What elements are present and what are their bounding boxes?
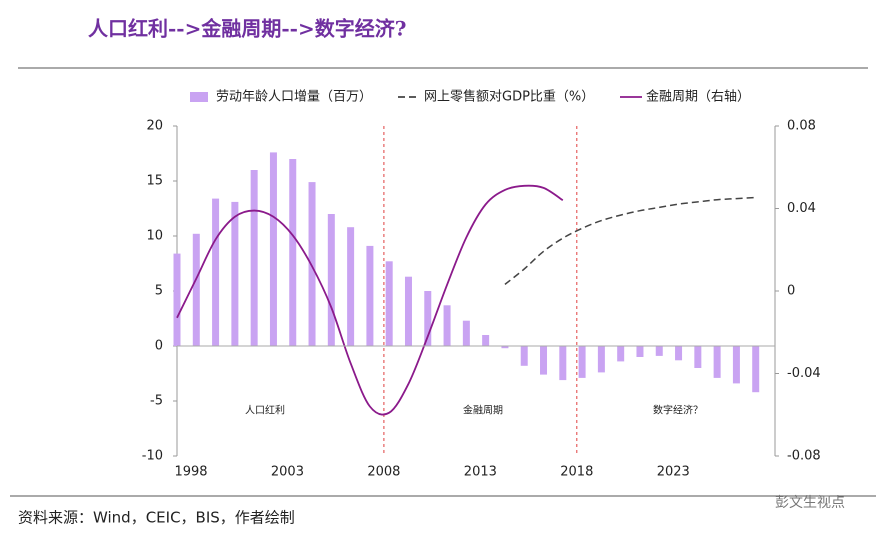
legend-label: 网上零售额对GDP比重（%） xyxy=(424,89,594,105)
bar xyxy=(192,233,200,346)
bar xyxy=(347,227,355,346)
y2-tick-label: 0 xyxy=(787,284,795,299)
bar xyxy=(617,346,625,362)
bar xyxy=(308,182,316,346)
bar xyxy=(462,320,470,346)
y-tick-label: 0 xyxy=(155,339,163,354)
legend-label: 金融周期（右轴） xyxy=(646,89,750,105)
bar xyxy=(404,276,412,346)
y2-tick-label: 0.08 xyxy=(787,119,816,134)
bar xyxy=(269,152,277,346)
bar xyxy=(636,346,644,357)
bar xyxy=(713,346,721,378)
legend-label: 劳动年龄人口增量（百万） xyxy=(216,89,372,105)
era-label: 人口红利 xyxy=(245,404,285,417)
legend-swatch xyxy=(190,92,208,102)
era-label: 金融周期 xyxy=(463,404,503,417)
bar xyxy=(752,346,760,393)
bar xyxy=(289,159,297,346)
bar xyxy=(655,346,663,356)
y-tick-label: -10 xyxy=(142,449,163,464)
bar xyxy=(250,170,258,346)
bar xyxy=(385,261,393,346)
x-tick-label: 1998 xyxy=(174,465,207,480)
y-tick-label: 20 xyxy=(146,119,163,134)
y-tick-label: 5 xyxy=(155,284,163,299)
y-tick-label: 10 xyxy=(146,229,163,244)
bar xyxy=(424,291,432,346)
x-tick-label: 2008 xyxy=(367,465,400,480)
source: 资料来源：Wind，CEIC，BIS，作者绘制 xyxy=(18,509,295,527)
y-tick-label: -5 xyxy=(150,394,163,409)
y2-tick-label: 0.04 xyxy=(787,201,816,216)
bar xyxy=(327,214,335,346)
x-tick-label: 2003 xyxy=(271,465,304,480)
bar xyxy=(559,346,567,381)
watermark: 彭文生视点 xyxy=(775,495,845,511)
bar xyxy=(597,346,605,373)
bar xyxy=(443,305,451,346)
bar xyxy=(578,346,586,378)
bar xyxy=(675,346,683,361)
bar xyxy=(212,198,220,346)
line xyxy=(504,196,756,285)
bar xyxy=(173,253,181,346)
era-label: 数字经济？ xyxy=(653,404,703,417)
bar xyxy=(732,346,740,384)
x-tick-label: 2013 xyxy=(464,465,497,480)
line xyxy=(176,184,564,416)
x-tick-label: 2018 xyxy=(560,465,593,480)
y2-tick-label: -0.04 xyxy=(787,366,821,381)
bar xyxy=(366,245,374,346)
bar xyxy=(520,346,528,366)
y2-tick-label: -0.08 xyxy=(787,449,821,464)
y-tick-label: 15 xyxy=(146,174,163,189)
x-tick-label: 2023 xyxy=(657,465,690,480)
page-title: 人口红利-->金融周期-->数字经济? xyxy=(88,17,406,41)
bar xyxy=(694,346,702,368)
bar xyxy=(482,335,490,346)
bar xyxy=(501,346,509,349)
bar xyxy=(231,201,239,346)
bar xyxy=(540,346,548,375)
